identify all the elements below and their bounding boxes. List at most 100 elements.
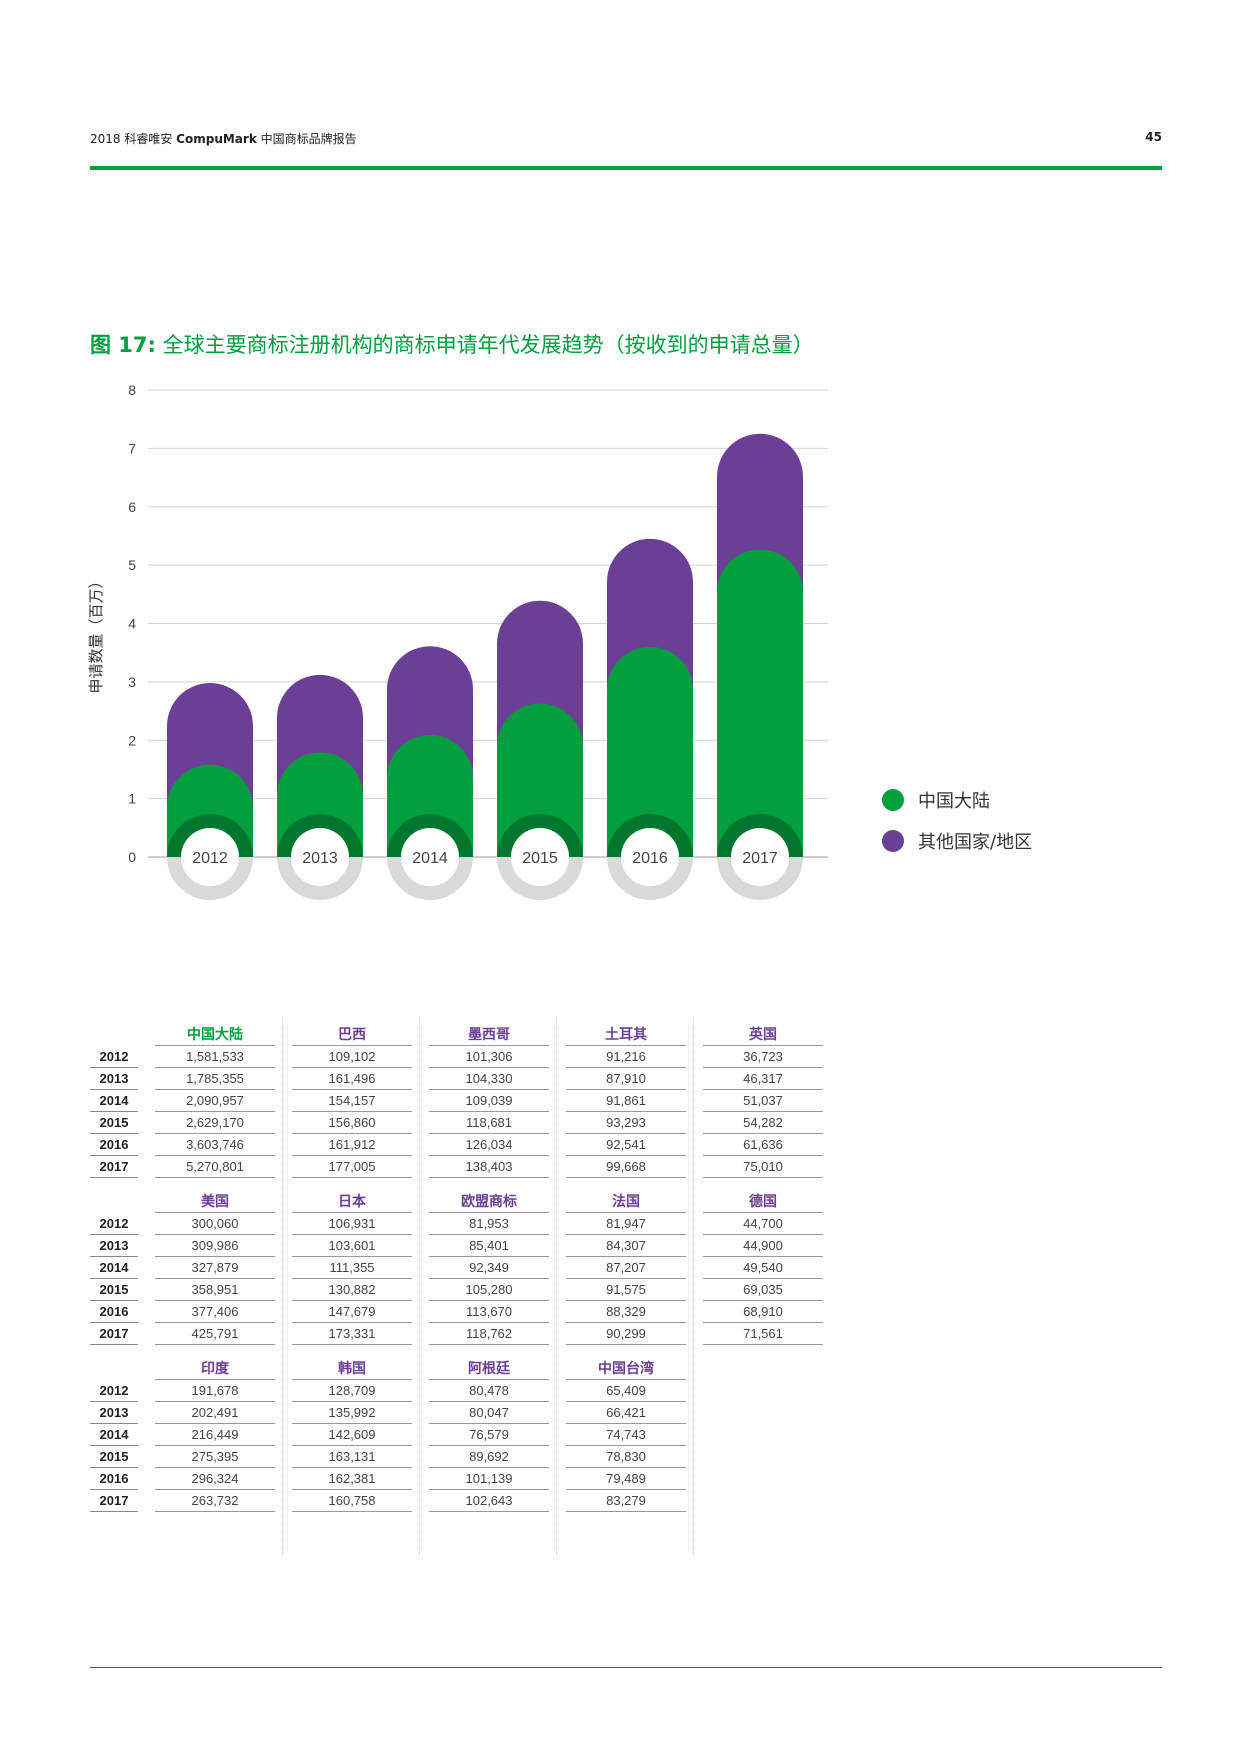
table-column-header: 德国 [703, 1190, 823, 1213]
column-divider [693, 1018, 694, 1555]
x-tick-label: 2012 [192, 850, 228, 867]
year-ring-top [167, 814, 253, 858]
x-tick-label: 2013 [302, 850, 338, 867]
table-column-header: 巴西 [292, 1023, 412, 1046]
header-report-name: 中国商标品牌报告 [256, 132, 357, 146]
figure-number: 图 17: [90, 333, 156, 357]
table-cell: 65,409 [566, 1380, 686, 1402]
table-cell: 85,401 [429, 1235, 549, 1257]
year-cell: 2012 [90, 1380, 138, 1402]
year-cell: 2016 [90, 1134, 138, 1156]
table-column-header: 阿根廷 [429, 1357, 549, 1380]
table-cell: 105,280 [429, 1279, 549, 1301]
table-cell: 173,331 [292, 1323, 412, 1345]
legend-label-china: 中国大陆 [918, 791, 990, 812]
table-cell: 160,758 [292, 1490, 412, 1512]
column-divider [556, 1018, 557, 1555]
table-cell: 5,270,801 [155, 1156, 275, 1178]
year-ring-top [387, 814, 473, 858]
table-column-header: 日本 [292, 1190, 412, 1213]
legend-label-other: 其他国家/地区 [918, 832, 1033, 853]
table-column-header: 中国大陆 [155, 1023, 275, 1046]
figure-title: 图 17: 全球主要商标注册机构的商标申请年代发展趋势（按收到的申请总量） [90, 329, 814, 359]
table-cell: 69,035 [703, 1279, 823, 1301]
header-rule [90, 166, 1162, 170]
table-cell: 91,216 [566, 1046, 686, 1068]
y-tick-label: 4 [128, 616, 136, 632]
table-cell: 88,329 [566, 1301, 686, 1323]
legend-swatch-other [882, 830, 904, 852]
year-cell: 2015 [90, 1279, 138, 1301]
table-cell: 296,324 [155, 1468, 275, 1490]
year-cell: 2016 [90, 1468, 138, 1490]
table-cell: 79,489 [566, 1468, 686, 1490]
table-cell: 87,910 [566, 1068, 686, 1090]
table-cell: 147,679 [292, 1301, 412, 1323]
table-cell: 135,992 [292, 1402, 412, 1424]
table-cell: 99,668 [566, 1156, 686, 1178]
year-column: 2012 2013 2014 2015 2016 2017 [90, 1380, 138, 1512]
table-cell: 46,317 [703, 1068, 823, 1090]
table-column-header: 英国 [703, 1023, 823, 1046]
table-cell: 161,912 [292, 1134, 412, 1156]
x-tick-label: 2014 [412, 850, 448, 867]
table-cell: 51,037 [703, 1090, 823, 1112]
legend-item-china: 中国大陆 [882, 788, 1032, 812]
x-tick-label: 2016 [632, 850, 668, 867]
table-column-header: 土耳其 [566, 1023, 686, 1046]
y-tick-label: 0 [128, 849, 136, 865]
table-cell: 191,678 [155, 1380, 275, 1402]
table-column: 中国台湾 65,409 66,421 74,743 78,830 79,489 83,279 [566, 1357, 686, 1512]
year-cell: 2017 [90, 1156, 138, 1178]
table-column: 印度 191,678 202,491 216,449 275,395 296,324 263… [155, 1357, 275, 1512]
table-cell: 142,609 [292, 1424, 412, 1446]
table-cell: 49,540 [703, 1257, 823, 1279]
year-disc [511, 828, 569, 886]
table-cell: 263,732 [155, 1490, 275, 1512]
year-cell: 2014 [90, 1257, 138, 1279]
table-cell: 113,670 [429, 1301, 549, 1323]
table-cell: 84,307 [566, 1235, 686, 1257]
table-cell: 118,681 [429, 1112, 549, 1134]
year-cell: 2013 [90, 1068, 138, 1090]
year-column: 2012 2013 2014 2015 2016 2017 [90, 1213, 138, 1345]
table-cell: 154,157 [292, 1090, 412, 1112]
year-cell: 2016 [90, 1301, 138, 1323]
table-cell: 177,005 [292, 1156, 412, 1178]
table-cell: 101,139 [429, 1468, 549, 1490]
table-column: 日本 106,931 103,601 111,355 130,882 147,679 173… [292, 1190, 412, 1345]
table-cell: 275,395 [155, 1446, 275, 1468]
year-disc [731, 828, 789, 886]
column-divider [419, 1018, 420, 1555]
table-cell: 202,491 [155, 1402, 275, 1424]
table-column-header: 中国台湾 [566, 1357, 686, 1380]
year-cell: 2013 [90, 1402, 138, 1424]
table-cell: 327,879 [155, 1257, 275, 1279]
y-tick-label: 7 [128, 440, 136, 456]
table-column: 英国 36,723 46,317 51,037 54,282 61,636 75,010 [703, 1023, 823, 1178]
year-ring-top [607, 814, 693, 858]
table-cell: 101,306 [429, 1046, 549, 1068]
year-cell: 2015 [90, 1446, 138, 1468]
table-cell: 309,986 [155, 1235, 275, 1257]
table-cell: 80,478 [429, 1380, 549, 1402]
table-column-header: 印度 [155, 1357, 275, 1380]
y-tick-label: 6 [128, 499, 136, 515]
x-tick-label: 2015 [522, 850, 558, 867]
year-cell: 2012 [90, 1046, 138, 1068]
table-cell: 109,039 [429, 1090, 549, 1112]
table-cell: 83,279 [566, 1490, 686, 1512]
table-cell: 80,047 [429, 1402, 549, 1424]
year-disc [401, 828, 459, 886]
year-cell: 2014 [90, 1090, 138, 1112]
year-ring-top [277, 814, 363, 858]
table-column: 法国 81,947 84,307 87,207 91,575 88,329 90,299 [566, 1190, 686, 1345]
table-cell: 44,900 [703, 1235, 823, 1257]
table-column: 巴西 109,102 161,496 154,157 156,860 161,912 177… [292, 1023, 412, 1178]
y-tick-label: 1 [128, 791, 136, 807]
table-cell: 71,561 [703, 1323, 823, 1345]
table-cell: 3,603,746 [155, 1134, 275, 1156]
table-column: 土耳其 91,216 87,910 91,861 93,293 92,541 99,668 [566, 1023, 686, 1178]
year-cell: 2013 [90, 1235, 138, 1257]
table-cell: 300,060 [155, 1213, 275, 1235]
